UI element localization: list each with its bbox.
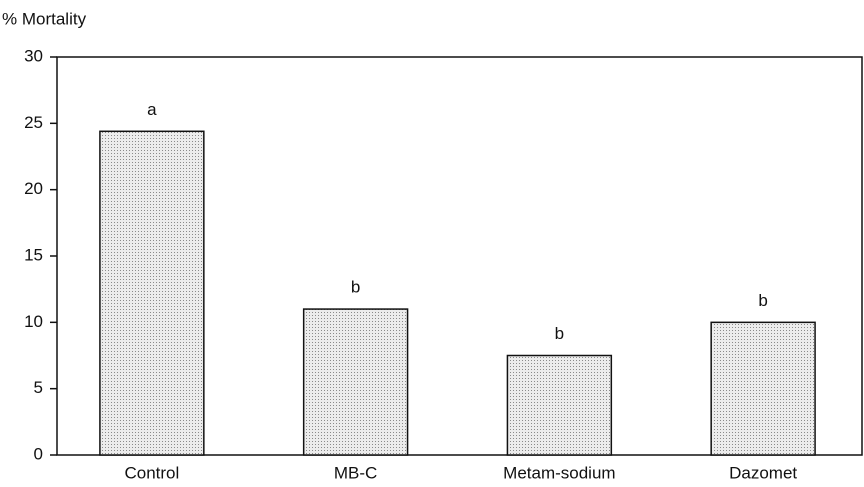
y-tick-label: 20 [24, 179, 43, 198]
significance-label: b [351, 278, 360, 297]
significance-label: b [758, 291, 767, 310]
bar [302, 308, 409, 456]
significance-label: b [555, 324, 564, 343]
x-tick-label: Control [124, 463, 179, 482]
y-tick-label: 30 [24, 46, 43, 65]
y-tick-label: 15 [24, 245, 43, 264]
y-tick-label: 10 [24, 312, 43, 331]
bar [506, 354, 613, 456]
y-tick-label: 5 [34, 378, 43, 397]
significance-label: a [147, 100, 157, 119]
bar [99, 130, 205, 456]
x-tick-label: MB-C [334, 463, 377, 482]
y-tick-label: 0 [34, 444, 43, 463]
y-axis-label: % Mortality [2, 9, 87, 28]
x-tick-label: Dazomet [729, 463, 797, 482]
x-tick-label: Metam-sodium [503, 463, 615, 482]
y-tick-label: 25 [24, 113, 43, 132]
bar [710, 321, 816, 456]
